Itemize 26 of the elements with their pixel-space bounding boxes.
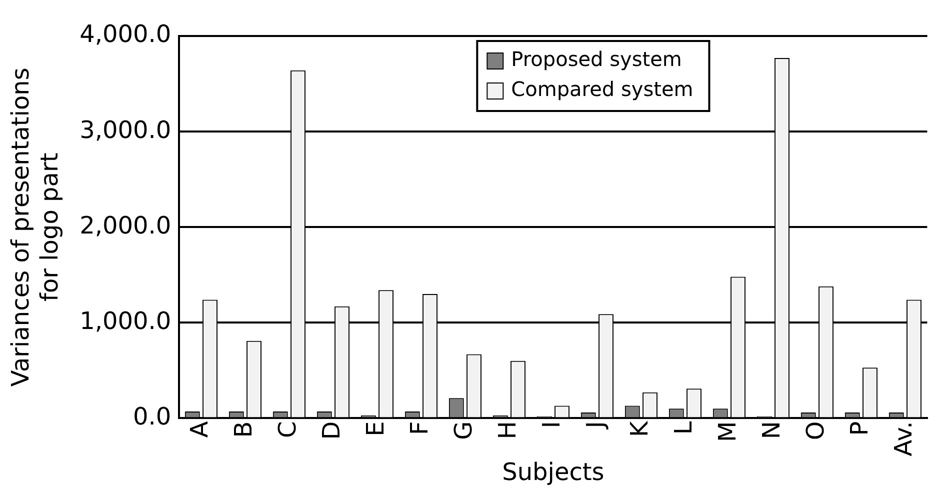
y-tick-label: 3,000.0 (80, 116, 172, 144)
x-tick-label: P (845, 421, 874, 436)
x-tick-label: E (361, 421, 390, 436)
x-tick-label: O (801, 421, 830, 440)
x-axis-title: Subjects (502, 458, 604, 486)
x-tick-label: I (537, 421, 566, 428)
y-tick-label: 1,000.0 (80, 306, 172, 335)
x-tick-label: L (669, 420, 698, 435)
x-tick-label: F (405, 421, 434, 436)
y-tick-label: 4,000.0 (80, 20, 172, 48)
x-tick-label: C (273, 421, 302, 438)
x-tick-label: H (493, 421, 522, 440)
x-tick-label: M (713, 421, 742, 442)
legend-label: Compared system (511, 77, 694, 102)
y-tick-label: 0.0 (133, 402, 172, 430)
x-tick-label: B (229, 421, 258, 438)
x-tick-label: D (317, 421, 346, 440)
x-tick-label: Av. (889, 421, 918, 456)
x-tick-label: J (581, 421, 610, 430)
y-axis-title: Variances of presentations for logo part (6, 68, 64, 387)
x-tick-label: N (757, 421, 786, 440)
x-tick-label: G (449, 421, 478, 440)
y-tick-label: 2,000.0 (80, 211, 172, 240)
x-tick-label: A (185, 420, 214, 438)
legend-label: Proposed system (511, 47, 682, 72)
x-tick-label: K (625, 420, 654, 437)
